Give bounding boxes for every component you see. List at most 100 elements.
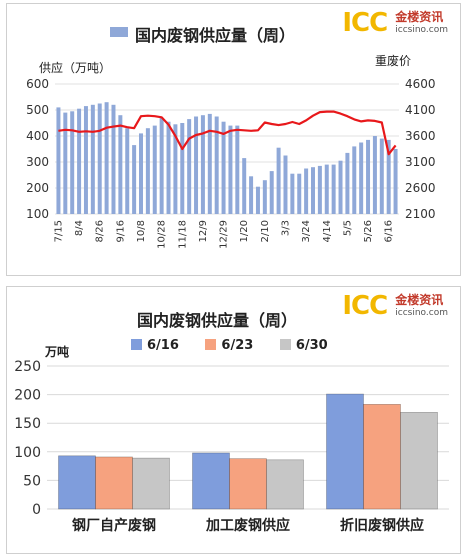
legend-item-6-16: 6/16 [131, 338, 179, 353]
supply-bar [104, 102, 109, 214]
supply-bar [290, 173, 295, 214]
supply-bar [214, 116, 219, 214]
chart-title-2: 国内废钢供应量（周） [137, 311, 298, 330]
bar-6-16 [192, 452, 230, 510]
x-tick-label: 5/5 [342, 220, 353, 236]
supply-bar [166, 121, 171, 214]
bar-6-23 [363, 404, 401, 510]
x-tick-label: 10/28 [157, 220, 168, 249]
supply-bar [221, 121, 226, 214]
weekly-supply-chart: 100 200 300 400 500 600 2100 2600 3100 3600 4100 46… [26, 77, 436, 249]
x-tick-label: 7/15 [53, 220, 64, 242]
supply-bar [56, 107, 61, 214]
icc-logo-cn: 金楼资讯 [395, 10, 444, 24]
supply-bar [228, 125, 233, 214]
y-tick-label: 100 [14, 445, 41, 461]
left-axis-title: 供应（万吨） [39, 61, 112, 75]
x-tick-label: 10/8 [136, 220, 147, 242]
supply-bar [297, 173, 302, 214]
supply-bar [331, 164, 336, 214]
bar-6-16 [58, 455, 96, 510]
supply-bar [111, 104, 116, 214]
icc-logo-cn-2: 金楼资讯 [395, 293, 444, 307]
supply-bar [77, 108, 82, 214]
x-tick-label: 12/9 [198, 220, 209, 242]
supply-bar [139, 133, 143, 214]
supply-bar [235, 125, 240, 214]
supply-bar [269, 171, 274, 214]
right-tick-label: 2100 [405, 207, 436, 221]
bar-6-23 [229, 458, 267, 510]
right-tick-label: 4100 [405, 103, 436, 117]
supply-bar [338, 160, 343, 214]
supply-bar [276, 147, 281, 214]
x-tick-label: 1/20 [239, 220, 250, 242]
supply-bar [345, 152, 350, 214]
supply-bar [200, 115, 205, 214]
right-tick-label: 4600 [405, 77, 436, 91]
right-axis-title: 重废价 [375, 54, 412, 68]
x-tick-label: 2/10 [260, 220, 271, 242]
supply-bar [187, 119, 192, 214]
category-supply-chart-panel: 国内废钢供应量（周） ICC 金楼资讯 iccsino.com 6/16 6/2… [6, 286, 461, 554]
supply-bar [311, 167, 315, 214]
x-tick-label: 12/29 [219, 220, 230, 249]
right-tick-label: 3100 [405, 155, 436, 169]
icc-logo-2: ICC 金楼资讯 iccsino.com [342, 293, 448, 319]
supply-bar [97, 103, 102, 214]
supply-bar [352, 146, 357, 214]
bar-6-30 [132, 457, 170, 510]
y-axis-title: 万吨 [45, 345, 70, 359]
supply-bar [393, 149, 398, 214]
supply-bar [242, 158, 247, 214]
supply-bar [386, 139, 391, 214]
x-tick-label: 3/24 [301, 220, 312, 242]
bar-legend-swatch [110, 27, 128, 37]
legend-item-6-23: 6/23 [205, 338, 253, 353]
legend-item-6-30: 6/30 [279, 338, 328, 353]
x-tick-label: 3/3 [280, 220, 291, 236]
bar-6-23 [95, 456, 133, 510]
left-tick-label: 300 [26, 155, 49, 169]
icc-logo-url: iccsino.com [395, 25, 448, 35]
supply-bar [132, 145, 137, 214]
category-label: 折旧废钢供应 [340, 517, 424, 534]
y-tick-label: 0 [32, 502, 41, 518]
x-tick-label: 5/26 [363, 220, 374, 242]
price-line [58, 110, 397, 156]
x-tick-label: 9/16 [115, 220, 126, 242]
left-tick-label: 200 [26, 181, 49, 195]
icc-logo-mark-2: ICC [342, 291, 388, 321]
icc-logo: ICC 金楼资讯 iccsino.com [342, 10, 448, 36]
supply-bar [70, 111, 75, 214]
supply-bar [207, 113, 212, 214]
legend: 6/16 6/23 6/30 [131, 338, 350, 353]
supply-bar [194, 116, 199, 214]
bar-6-16 [326, 393, 364, 510]
x-tick-label: 6/16 [384, 220, 395, 242]
supply-bar [125, 128, 130, 214]
supply-bar [379, 138, 384, 214]
supply-bar [317, 165, 322, 214]
x-tick-label: 8/26 [95, 220, 106, 242]
bar-6-30 [400, 412, 438, 510]
right-tick-label: 2600 [405, 181, 436, 195]
supply-bar [118, 115, 123, 214]
category-label: 钢厂自产废钢 [72, 517, 156, 534]
supply-bar [359, 142, 364, 214]
x-tick-label: 11/18 [177, 220, 188, 249]
left-tick-label: 100 [26, 207, 49, 221]
supply-bar [83, 106, 88, 214]
y-tick-label: 150 [14, 416, 41, 432]
right-tick-label: 3600 [405, 129, 436, 143]
bar-6-30 [266, 459, 304, 510]
left-tick-label: 500 [26, 103, 49, 117]
supply-bar [255, 186, 260, 214]
chart-title: 国内废钢供应量（周） [135, 26, 296, 45]
supply-bar [63, 112, 68, 214]
left-tick-label: 600 [26, 77, 49, 91]
x-tick-label: 8/4 [74, 220, 85, 236]
category-label: 加工废钢供应 [205, 517, 290, 534]
supply-bar [283, 155, 288, 214]
supply-bar [145, 128, 150, 214]
